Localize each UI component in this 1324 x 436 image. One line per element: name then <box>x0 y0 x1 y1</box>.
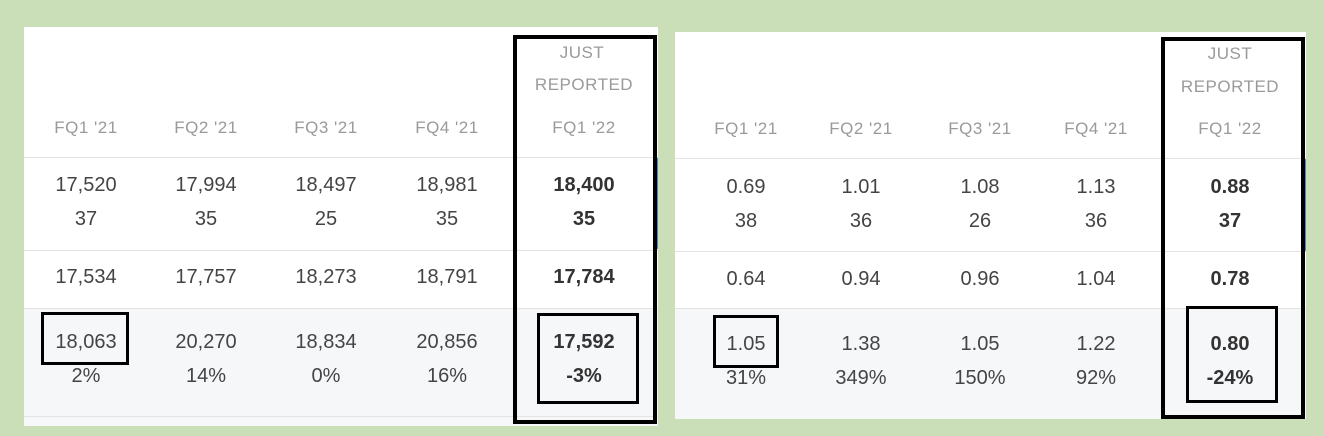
actual-cell: 1.22 92% <box>1075 333 1117 389</box>
eps-estimates-table: JUST REPORTED FQ1 '21 FQ2 '21 FQ3 '21 FQ… <box>675 32 1306 419</box>
estimate-cell-just-reported: 18,400 35 <box>553 174 615 230</box>
row-divider <box>24 157 658 158</box>
estimate-cell: 1.01 36 <box>841 176 881 232</box>
row-divider <box>24 250 658 251</box>
fq1-22-actual-highlight-box <box>537 313 639 404</box>
just-reported-highlight-box <box>1161 37 1305 419</box>
actual-cell: 1.05 150% <box>954 333 1006 389</box>
revenue-estimates-table: JUST REPORTED FQ1 '21 FQ2 '21 FQ3 '21 FQ… <box>24 27 658 426</box>
actual-cell: 18,834 0% <box>295 331 357 387</box>
fq1-22-actual-highlight-box <box>1186 306 1278 403</box>
just-reported-label-line2: REPORTED <box>1180 77 1280 96</box>
prior-cell: 0.96 <box>960 268 1000 290</box>
just-reported-label-line1: JUST <box>559 43 605 62</box>
col-header-fq2-21: FQ2 '21 <box>174 118 238 137</box>
prior-cell: 18,273 <box>295 266 357 288</box>
actual-cell: 20,270 14% <box>175 331 237 387</box>
prior-cell: 0.94 <box>841 268 881 290</box>
prior-cell-just-reported: 0.78 <box>1210 268 1250 290</box>
estimate-cell: 1.08 26 <box>960 176 1000 232</box>
row-divider <box>24 308 658 309</box>
prior-cell-just-reported: 17,784 <box>553 266 615 288</box>
col-header-fq3-21: FQ3 '21 <box>948 119 1012 138</box>
estimate-cell: 17,994 35 <box>175 174 237 230</box>
col-header-fq1-21: FQ1 '21 <box>714 119 778 138</box>
col-header-fq1-22: FQ1 '22 <box>552 118 616 137</box>
actual-row-band <box>24 308 658 426</box>
row-divider <box>675 251 1306 252</box>
actual-cell: 20,856 16% <box>416 331 478 387</box>
prior-cell: 0.64 <box>726 268 766 290</box>
prior-cell: 18,791 <box>416 266 478 288</box>
row-divider <box>675 158 1306 159</box>
col-header-fq1-21: FQ1 '21 <box>54 118 118 137</box>
actual-cell-just-reported: 0.80 -24% <box>1206 333 1254 389</box>
highlight-accent-bar <box>656 158 658 249</box>
just-reported-label-line2: REPORTED <box>534 75 634 94</box>
col-header-fq1-22: FQ1 '22 <box>1198 119 1262 138</box>
prior-cell: 17,534 <box>55 266 117 288</box>
estimate-cell-just-reported: 0.88 37 <box>1210 176 1250 232</box>
prior-cell: 17,757 <box>175 266 237 288</box>
actual-cell: 1.38 349% <box>835 333 887 389</box>
actual-cell-just-reported: 17,592 -3% <box>553 331 615 387</box>
actual-cell: 1.05 31% <box>725 333 767 389</box>
actual-cell: 18,063 2% <box>55 331 117 387</box>
just-reported-highlight-box <box>513 35 657 424</box>
estimate-cell: 0.69 38 <box>726 176 766 232</box>
col-header-fq4-21: FQ4 '21 <box>1064 119 1128 138</box>
col-header-fq4-21: FQ4 '21 <box>415 118 479 137</box>
col-header-fq3-21: FQ3 '21 <box>294 118 358 137</box>
just-reported-label-line1: JUST <box>1207 44 1253 63</box>
estimate-cell: 18,497 25 <box>295 174 357 230</box>
col-header-fq2-21: FQ2 '21 <box>829 119 893 138</box>
fq1-21-actual-highlight-box <box>713 315 779 368</box>
row-divider <box>675 308 1306 309</box>
estimate-cell: 17,520 37 <box>55 174 117 230</box>
estimate-cell: 18,981 35 <box>416 174 478 230</box>
estimate-cell: 1.13 36 <box>1076 176 1116 232</box>
row-divider <box>24 416 658 417</box>
prior-cell: 1.04 <box>1076 268 1116 290</box>
fq1-21-actual-highlight-box <box>41 312 129 365</box>
